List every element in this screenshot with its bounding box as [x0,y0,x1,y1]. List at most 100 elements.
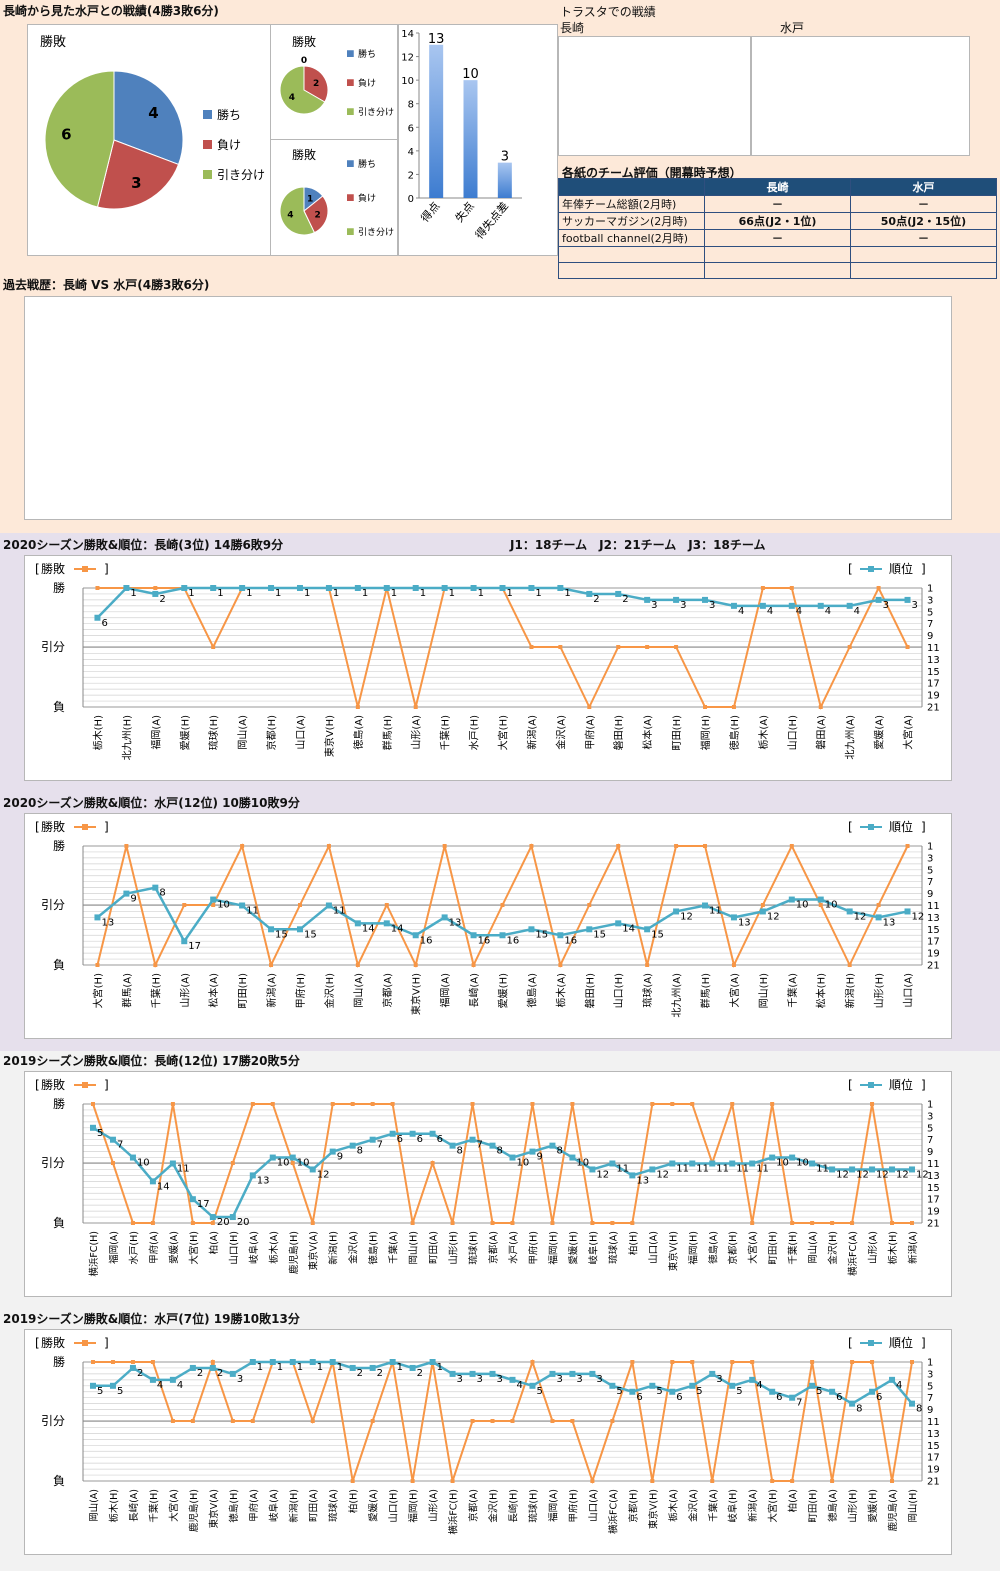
head-pie-slice [44,70,115,208]
opponent-label: 長崎(A) [468,973,481,1008]
result-point [230,1161,235,1165]
result-point [310,1419,315,1423]
rank-point [369,1364,376,1371]
opponent-label: 金沢(H) [323,973,336,1008]
rank-data-label: 4 [796,606,802,617]
opponent-label: 横浜FC(A) [847,1231,859,1276]
rank-point [749,1160,756,1167]
rank-point [829,1388,836,1395]
goals-ytick-label: 6 [408,123,414,134]
rank-data-label: 4 [157,1380,163,1391]
head-pie-legend-swatch [203,110,212,119]
rank-data-label: 2 [593,594,599,605]
rank-point [268,585,275,591]
rank-legend-bracket: ] [921,820,926,834]
rank-data-label: 14 [157,1181,170,1192]
result-point [847,963,852,967]
rank-point [889,1166,896,1173]
rank-data-label: 4 [516,1380,522,1391]
small-pie2-legend-swatch [347,194,354,201]
result-point [847,645,852,649]
result-point [670,1360,675,1364]
rank-data-label: 7 [477,1140,483,1151]
goals-data-label: 10 [462,67,479,82]
opponent-label: 新潟(A) [907,1231,919,1264]
rank-tick-label: 15 [927,667,940,678]
rank-data-label: 6 [876,1392,882,1403]
opponent-label: 栃木(A) [757,715,770,750]
opponent-label: 徳島(H) [368,1231,380,1265]
opponent-label: 愛媛(A) [168,1231,180,1264]
result-point [750,1360,755,1364]
goals-data-label: 3 [501,150,509,165]
rank-data-label: 1 [449,588,455,599]
table-row: 年俸チーム総額(2月時) －－ [558,195,997,213]
opponent-label: 金沢(A) [348,1231,360,1264]
rank-data-label: 2 [217,1368,223,1379]
opponent-label: 山口(H) [229,1231,240,1265]
result-point [470,1102,475,1106]
opponent-label: 新潟(A) [265,973,278,1008]
opponent-label: 琉球(A) [641,973,654,1008]
opponent-label: 大宮(H) [497,715,510,750]
rank-data-label: 1 [275,588,281,599]
opponent-label: 琉球(A) [607,1231,619,1264]
rank-point [644,926,651,933]
rank-data-label: 20 [217,1217,230,1228]
rank-data-label: 8 [856,1404,862,1415]
rank-point [629,1172,636,1179]
result-point [350,1479,355,1483]
opponent-label: 岐阜(A) [268,1489,280,1522]
rank-data-label: 16 [564,935,577,946]
opponent-label: 栃木(A) [554,973,567,1008]
rank-data-label: 1 [304,588,310,599]
rank-tick-label: 11 [927,901,940,912]
goals-ytick-label: 12 [401,53,414,64]
rank-point [709,1370,716,1377]
rank-tick-label: 9 [927,1147,933,1158]
rank-data-label: 6 [776,1392,782,1403]
rank-tick-label: 19 [927,949,940,960]
opponent-label: 山形(H) [847,1489,859,1523]
rank-data-label: 14 [391,923,404,934]
result-point [645,963,650,967]
rank-point [289,1154,296,1161]
rank-point [904,908,911,915]
eval-title: 各紙のチーム評価（開幕時予想） [562,166,742,180]
rank-point [689,1382,696,1389]
opponent-label: 甲府(H) [527,1231,539,1265]
opponent-label: 甲府(H) [294,973,307,1008]
goals-ytick-label: 14 [401,29,414,40]
rank-tick-label: 11 [927,643,940,654]
opponent-label: 金沢(A) [554,715,567,750]
result-point [650,1102,655,1106]
result-point [876,586,881,590]
result-point [355,705,360,709]
result-point [645,645,650,649]
result-point [674,844,679,848]
rank-point [209,1214,216,1221]
result-point [210,1221,215,1225]
result-point [350,1102,355,1106]
rank-point [557,585,564,591]
rank-point [409,1130,416,1137]
small-pie1-data-label: 2 [313,79,319,89]
rank-point [849,1166,856,1173]
rank-data-label: 17 [188,941,201,952]
rank-point [383,920,390,927]
rank-data-label: 10 [516,1158,529,1169]
rank-point [817,602,824,609]
rank-point [817,896,824,903]
rank-data-label: 4 [854,606,860,617]
opponent-label: 長崎(H) [507,1489,519,1523]
head-pie-legend-swatch [203,140,212,149]
rank-tick-label: 13 [927,913,940,924]
result-point [818,705,823,709]
result-point [430,1161,435,1165]
rank-data-label: 6 [101,618,107,629]
rank-tick-label: 17 [927,937,940,948]
opponent-label: 町田(H) [238,973,249,1008]
result-point [90,1360,95,1364]
rank-point [449,1370,456,1377]
rank-data-label: 3 [680,600,686,611]
